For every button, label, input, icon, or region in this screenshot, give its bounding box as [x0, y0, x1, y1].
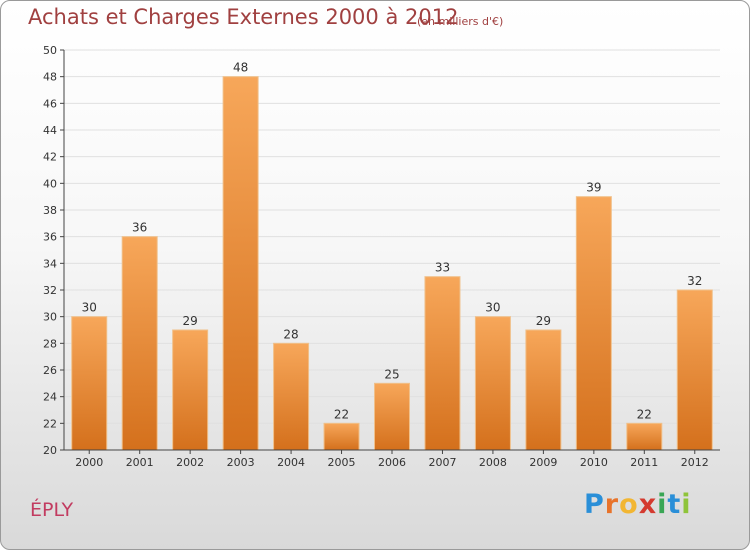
bar — [525, 329, 562, 451]
y-tick-label: 44 — [43, 124, 57, 137]
bar — [323, 422, 360, 451]
bar-value-label: 29 — [183, 314, 198, 328]
y-tick-label: 26 — [43, 364, 57, 377]
y-tick-label: 32 — [43, 284, 57, 297]
x-tick-label: 2003 — [227, 456, 255, 469]
logo-letter: t — [667, 489, 682, 520]
bar — [626, 422, 663, 451]
logo-letter: P — [584, 489, 605, 520]
bar — [575, 196, 612, 451]
bar — [172, 329, 209, 451]
logo-letter: i — [681, 489, 692, 520]
y-tick-label: 40 — [43, 177, 57, 190]
town-name: ÉPLY — [30, 499, 74, 521]
y-tick-label: 34 — [43, 257, 57, 270]
bar-value-label: 30 — [82, 301, 97, 315]
bar-value-label: 33 — [435, 261, 450, 275]
x-tick-label: 2008 — [479, 456, 507, 469]
x-tick-label: 2000 — [75, 456, 103, 469]
bar-value-label: 32 — [687, 274, 702, 288]
y-tick-label: 48 — [43, 71, 57, 84]
y-tick-label: 28 — [43, 337, 57, 350]
y-tick-label: 50 — [43, 44, 57, 57]
bar — [121, 236, 158, 451]
bar — [71, 316, 108, 451]
bar-value-label: 25 — [384, 367, 399, 381]
bar — [424, 276, 461, 451]
y-tick-label: 46 — [43, 97, 57, 110]
y-tick-label: 20 — [43, 444, 57, 457]
x-tick-label: 2012 — [681, 456, 709, 469]
x-tick-label: 2004 — [277, 456, 305, 469]
logo-letter: x — [638, 489, 658, 520]
bar-value-label: 30 — [485, 301, 500, 315]
bar-value-label: 39 — [586, 181, 601, 195]
chart-title: Achats et Charges Externes 2000 à 2012 — [28, 5, 459, 29]
bar-value-label: 22 — [637, 407, 652, 421]
x-tick-label: 2011 — [630, 456, 658, 469]
x-tick-label: 2002 — [176, 456, 204, 469]
bar-value-label: 28 — [283, 327, 298, 341]
bar — [474, 316, 511, 451]
logo-letter: r — [604, 489, 620, 520]
x-tick-label: 2007 — [428, 456, 456, 469]
y-tick-label: 22 — [43, 417, 57, 430]
chart-subtitle: (en milliers d'€) — [417, 15, 504, 28]
bar-value-label: 29 — [536, 314, 551, 328]
bar — [676, 289, 713, 451]
bar-value-label: 48 — [233, 61, 248, 75]
bar — [273, 342, 310, 451]
x-tick-label: 2001 — [126, 456, 154, 469]
x-tick-label: 2006 — [378, 456, 406, 469]
y-tick-label: 42 — [43, 151, 57, 164]
y-tick-label: 24 — [43, 391, 57, 404]
logo-letter: i — [657, 489, 668, 520]
bar-value-label: 36 — [132, 221, 147, 235]
y-tick-label: 36 — [43, 231, 57, 244]
x-tick-label: 2009 — [529, 456, 557, 469]
logo-letter: o — [619, 489, 639, 520]
bar — [374, 382, 410, 451]
y-tick-label: 30 — [43, 311, 57, 324]
bar — [222, 76, 259, 451]
y-tick-label: 38 — [43, 204, 57, 217]
x-tick-label: 2010 — [580, 456, 608, 469]
x-tick-label: 2005 — [328, 456, 356, 469]
bar-value-label: 22 — [334, 407, 349, 421]
proxiti-logo: Proxiti — [584, 489, 692, 520]
